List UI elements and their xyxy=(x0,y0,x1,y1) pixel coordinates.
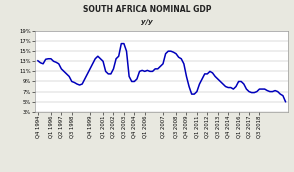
Text: y/y: y/y xyxy=(141,19,153,25)
Text: SOUTH AFRICA NOMINAL GDP: SOUTH AFRICA NOMINAL GDP xyxy=(83,5,211,14)
